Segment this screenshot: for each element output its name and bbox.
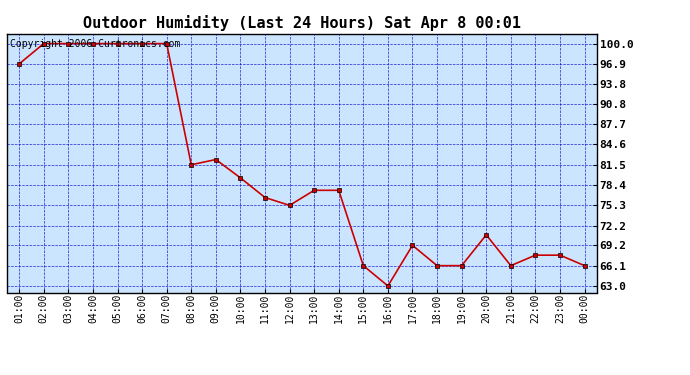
- Text: Copyright 2006 Curtronics.com: Copyright 2006 Curtronics.com: [10, 39, 180, 49]
- Title: Outdoor Humidity (Last 24 Hours) Sat Apr 8 00:01: Outdoor Humidity (Last 24 Hours) Sat Apr…: [83, 15, 521, 31]
